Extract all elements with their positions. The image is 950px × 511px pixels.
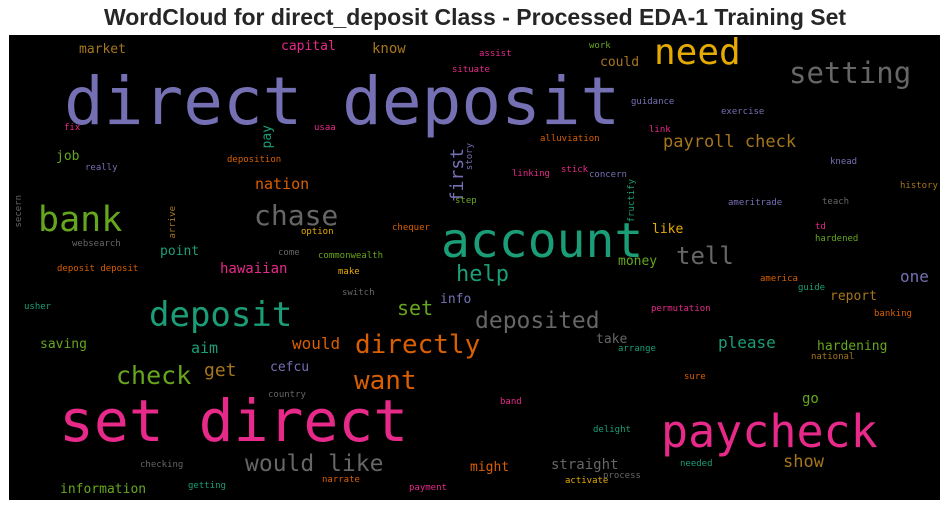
word-aim: aim [191, 339, 219, 357]
wordcloud-canvas: direct deposit set direct account paycheck n… [9, 35, 940, 500]
word-payroll-check: payroll check [663, 132, 797, 152]
word-chequer: chequer [392, 223, 430, 233]
word-guidance: guidance [631, 97, 675, 107]
word-secern: secern [14, 195, 24, 228]
word-concern: concern [589, 170, 627, 180]
word-process: process [603, 471, 641, 481]
word-might: might [470, 460, 510, 475]
word-national: national [811, 352, 855, 362]
word-could: could [600, 55, 640, 70]
word-would-like: would like [245, 451, 384, 477]
word-step: step [455, 196, 477, 206]
word-linking: linking [512, 169, 550, 179]
word-narrate: narrate [322, 475, 360, 485]
word-link: link [649, 125, 671, 135]
word-story: story [465, 143, 475, 171]
word-deposit: deposit [149, 295, 293, 335]
word-option: option [301, 227, 334, 237]
word-market: market [79, 42, 126, 57]
word-activate: activate [565, 476, 609, 486]
word-directly: directly [355, 330, 481, 360]
word-point: point [160, 244, 200, 259]
word-band: band [500, 397, 522, 407]
word-america: america [760, 274, 798, 284]
word-ameritrade: ameritrade [728, 198, 783, 208]
word-information: information [60, 482, 147, 497]
word-fix: fix [64, 123, 81, 133]
word-job: job [56, 149, 80, 164]
word-alluviation: alluviation [540, 134, 600, 144]
word-know: know [372, 41, 406, 57]
word-capital: capital [281, 39, 336, 54]
word-checking: checking [140, 460, 184, 470]
word-show: show [783, 452, 824, 472]
word-commonwealth: commonwealth [318, 251, 384, 261]
word-cefcu: cefcu [270, 360, 310, 375]
word-like: like [652, 222, 684, 237]
word-country: country [268, 390, 306, 400]
word-make: make [338, 267, 360, 277]
word-fructify: fructify [627, 179, 637, 223]
word-hawaiian: hawaiian [220, 261, 288, 277]
word-stick: stick [561, 165, 589, 175]
word-assist: assist [479, 49, 512, 59]
word-chase: chase [254, 199, 339, 232]
word-work: work [589, 41, 611, 51]
word-banking: banking [874, 309, 912, 319]
word-getting: getting [188, 481, 226, 491]
word-set-direct: set direct [59, 387, 409, 455]
word-deposition: deposition [227, 155, 282, 165]
word-please: please [718, 333, 776, 352]
word-delight: delight [593, 425, 631, 435]
word-take: take [596, 332, 628, 347]
word-deposit-deposit: deposit deposit [57, 264, 139, 274]
word-history: history [900, 181, 938, 191]
word-usher: usher [24, 302, 52, 312]
word-usaa: usaa [314, 123, 336, 133]
word-hardened: hardened [815, 234, 859, 244]
word-set: set [397, 296, 434, 320]
word-need: need [654, 35, 741, 73]
word-needed: needed [680, 459, 713, 469]
word-come: come [278, 248, 300, 258]
word-payment: payment [409, 483, 447, 493]
word-deposited: deposited [475, 308, 600, 334]
word-sure: sure [684, 372, 706, 382]
word-guide: guide [798, 283, 826, 293]
word-go: go [802, 391, 819, 407]
word-hardening: hardening [817, 339, 888, 354]
word-get: get [204, 360, 237, 381]
word-bank: bank [38, 200, 123, 240]
word-help: help [456, 262, 509, 287]
word-permutation: permutation [651, 304, 711, 314]
word-one: one [900, 267, 929, 286]
word-direct-deposit: direct deposit [64, 63, 621, 140]
chart-title: WordCloud for direct_deposit Class - Pro… [103, 4, 847, 30]
word-exercise: exercise [721, 107, 765, 117]
word-td: td [815, 222, 826, 232]
word-websearch: websearch [72, 239, 121, 249]
word-pay: pay [260, 125, 275, 149]
word-straight: straight [551, 457, 619, 473]
word-nation: nation [255, 175, 310, 193]
word-knead: knead [830, 157, 858, 167]
word-saving: saving [40, 337, 87, 352]
word-situate: situate [452, 65, 490, 75]
word-would: would [292, 334, 341, 353]
word-account: account [441, 213, 644, 269]
word-setting: setting [789, 56, 912, 90]
word-info: info [440, 292, 472, 307]
word-arrive: arrive [168, 206, 178, 239]
word-check: check [116, 361, 192, 390]
word-report: report [830, 289, 877, 304]
word-arrange: arrange [618, 344, 656, 354]
word-money: money [618, 254, 658, 269]
word-really: really [85, 163, 118, 173]
word-paycheck: paycheck [661, 405, 878, 458]
word-want: want [354, 366, 417, 396]
word-switch: switch [342, 288, 375, 298]
word-tell: tell [676, 242, 734, 270]
word-teach: teach [822, 197, 850, 207]
